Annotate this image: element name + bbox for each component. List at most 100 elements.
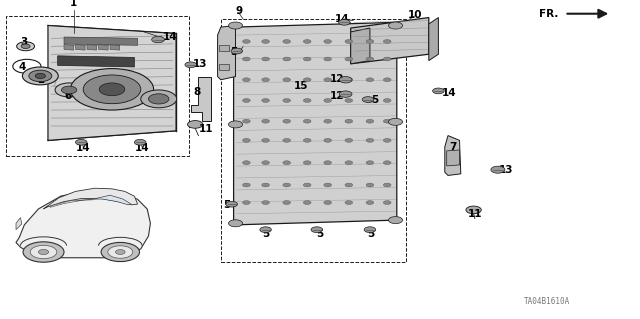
- Polygon shape: [76, 45, 85, 50]
- Circle shape: [228, 220, 243, 227]
- Text: 10: 10: [408, 10, 422, 20]
- Circle shape: [283, 183, 291, 187]
- Polygon shape: [16, 218, 22, 230]
- Text: 5: 5: [371, 94, 378, 105]
- Circle shape: [283, 201, 291, 204]
- Circle shape: [152, 36, 164, 43]
- Circle shape: [339, 91, 352, 97]
- Circle shape: [262, 201, 269, 204]
- Circle shape: [283, 99, 291, 102]
- Circle shape: [70, 69, 154, 110]
- Circle shape: [243, 57, 250, 61]
- Circle shape: [324, 57, 332, 61]
- Polygon shape: [429, 18, 438, 61]
- Text: FR.: FR.: [539, 9, 558, 19]
- Circle shape: [243, 183, 250, 187]
- Circle shape: [364, 227, 376, 233]
- Circle shape: [283, 119, 291, 123]
- Polygon shape: [99, 45, 108, 50]
- Circle shape: [303, 78, 311, 82]
- Circle shape: [324, 40, 332, 43]
- Polygon shape: [351, 28, 370, 64]
- Circle shape: [388, 118, 403, 125]
- Circle shape: [108, 246, 133, 258]
- Circle shape: [99, 83, 125, 96]
- Circle shape: [366, 183, 374, 187]
- Polygon shape: [110, 45, 120, 50]
- Text: 15: 15: [294, 81, 308, 91]
- Circle shape: [491, 166, 505, 173]
- Circle shape: [283, 57, 291, 61]
- Circle shape: [383, 138, 391, 142]
- Circle shape: [262, 57, 269, 61]
- Polygon shape: [50, 199, 95, 207]
- Circle shape: [115, 249, 125, 255]
- Circle shape: [366, 138, 374, 142]
- Circle shape: [345, 183, 353, 187]
- Circle shape: [303, 138, 311, 142]
- Circle shape: [303, 99, 311, 102]
- Circle shape: [283, 78, 291, 82]
- Polygon shape: [95, 195, 131, 205]
- Circle shape: [383, 99, 391, 102]
- Text: 14: 14: [163, 32, 178, 42]
- Polygon shape: [64, 45, 74, 50]
- Circle shape: [303, 119, 311, 123]
- Circle shape: [383, 78, 391, 82]
- Circle shape: [303, 201, 311, 204]
- Circle shape: [17, 42, 35, 51]
- Polygon shape: [64, 37, 138, 45]
- Circle shape: [262, 183, 269, 187]
- Circle shape: [262, 78, 269, 82]
- Polygon shape: [58, 56, 134, 67]
- Circle shape: [383, 119, 391, 123]
- Circle shape: [141, 90, 177, 108]
- Circle shape: [366, 99, 374, 102]
- Circle shape: [35, 73, 45, 78]
- Circle shape: [38, 249, 49, 255]
- Circle shape: [383, 161, 391, 165]
- Circle shape: [388, 217, 403, 224]
- Text: 3: 3: [20, 37, 28, 47]
- Circle shape: [345, 57, 353, 61]
- Circle shape: [262, 161, 269, 165]
- Circle shape: [83, 75, 141, 104]
- Circle shape: [303, 57, 311, 61]
- Circle shape: [466, 206, 481, 214]
- Circle shape: [76, 139, 87, 145]
- Circle shape: [21, 44, 30, 48]
- Text: 6: 6: [65, 91, 72, 101]
- Bar: [6, 16, 189, 156]
- Circle shape: [339, 77, 352, 83]
- Circle shape: [262, 138, 269, 142]
- Circle shape: [226, 201, 237, 207]
- Circle shape: [29, 70, 52, 82]
- Text: 9: 9: [235, 6, 243, 17]
- Polygon shape: [351, 18, 429, 64]
- Circle shape: [260, 227, 271, 233]
- Text: 12: 12: [330, 74, 344, 84]
- Circle shape: [23, 242, 64, 262]
- Circle shape: [55, 83, 83, 97]
- Circle shape: [22, 67, 58, 85]
- Circle shape: [283, 40, 291, 43]
- Circle shape: [243, 201, 250, 204]
- Polygon shape: [191, 77, 211, 121]
- Bar: [221, 19, 406, 262]
- Circle shape: [262, 40, 269, 43]
- Text: 14: 14: [442, 87, 456, 98]
- Circle shape: [231, 48, 243, 54]
- Circle shape: [134, 139, 146, 145]
- Circle shape: [366, 78, 374, 82]
- Circle shape: [345, 119, 353, 123]
- Circle shape: [243, 99, 250, 102]
- Circle shape: [324, 99, 332, 102]
- Circle shape: [366, 40, 374, 43]
- Circle shape: [262, 119, 269, 123]
- Circle shape: [148, 94, 169, 104]
- Text: 14: 14: [76, 143, 90, 153]
- Text: 4: 4: [18, 62, 26, 72]
- Circle shape: [243, 78, 250, 82]
- Circle shape: [345, 138, 353, 142]
- Circle shape: [188, 121, 203, 128]
